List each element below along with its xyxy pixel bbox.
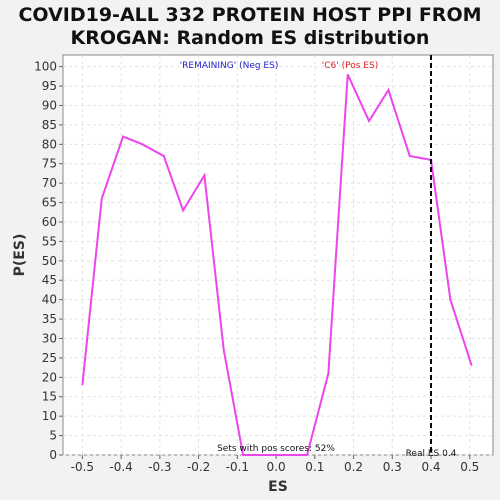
x-tick-label: 0.1	[305, 460, 324, 474]
x-tick-label: 0.2	[344, 460, 363, 474]
y-tick-label: 25	[42, 351, 57, 365]
x-tick-label: 0.0	[267, 460, 286, 474]
x-tick-label: -0.5	[71, 460, 94, 474]
y-tick-label: 70	[42, 176, 57, 190]
annotation-sets-pos: Sets with pos scores: 52%	[217, 444, 335, 454]
y-axis: 0 5 10 15 20 25 30 35 40 45 50 55 60 65 70 75 80 85 90 95 10…	[34, 60, 63, 462]
y-tick-label: 45	[42, 273, 57, 287]
y-tick-label: 0	[49, 448, 57, 462]
x-tick-label: 0.4	[421, 460, 440, 474]
y-axis-label: P(ES)	[12, 234, 28, 277]
legend-neg: 'REMAINING' (Neg ES)	[180, 61, 279, 71]
x-tick-label: -0.3	[148, 460, 171, 474]
x-tick-label: -0.4	[109, 460, 132, 474]
y-tick-label: 35	[42, 312, 57, 326]
y-tick-label: 100	[34, 60, 57, 74]
annotation-real-es: Real ES 0.4	[406, 449, 457, 459]
y-tick-label: 90	[42, 98, 57, 112]
plot-area	[63, 55, 493, 455]
y-tick-label: 10	[42, 409, 57, 423]
x-tick-label: 0.3	[383, 460, 402, 474]
y-tick-label: 20	[42, 370, 57, 384]
y-tick-label: 5	[49, 429, 57, 443]
y-tick-label: 85	[42, 118, 57, 132]
x-tick-label: -0.2	[187, 460, 210, 474]
y-tick-label: 30	[42, 331, 57, 345]
y-tick-label: 50	[42, 254, 57, 268]
x-tick-label: -0.1	[226, 460, 249, 474]
chart-title-line-1: COVID19-ALL 332 PROTEIN HOST PPI FROM	[18, 4, 481, 26]
y-tick-label: 55	[42, 234, 57, 248]
chart-title-line-2: KROGAN: Random ES distribution	[71, 27, 430, 49]
y-tick-label: 95	[42, 79, 57, 93]
y-tick-label: 65	[42, 196, 57, 210]
x-axis-label: ES	[268, 479, 288, 495]
legend-pos: 'C6' (Pos ES)	[322, 61, 378, 71]
y-tick-label: 15	[42, 390, 57, 404]
y-tick-label: 60	[42, 215, 57, 229]
y-tick-label: 40	[42, 293, 57, 307]
y-tick-label: 75	[42, 157, 57, 171]
y-tick-label: 80	[42, 137, 57, 151]
x-tick-label: 0.5	[460, 460, 479, 474]
